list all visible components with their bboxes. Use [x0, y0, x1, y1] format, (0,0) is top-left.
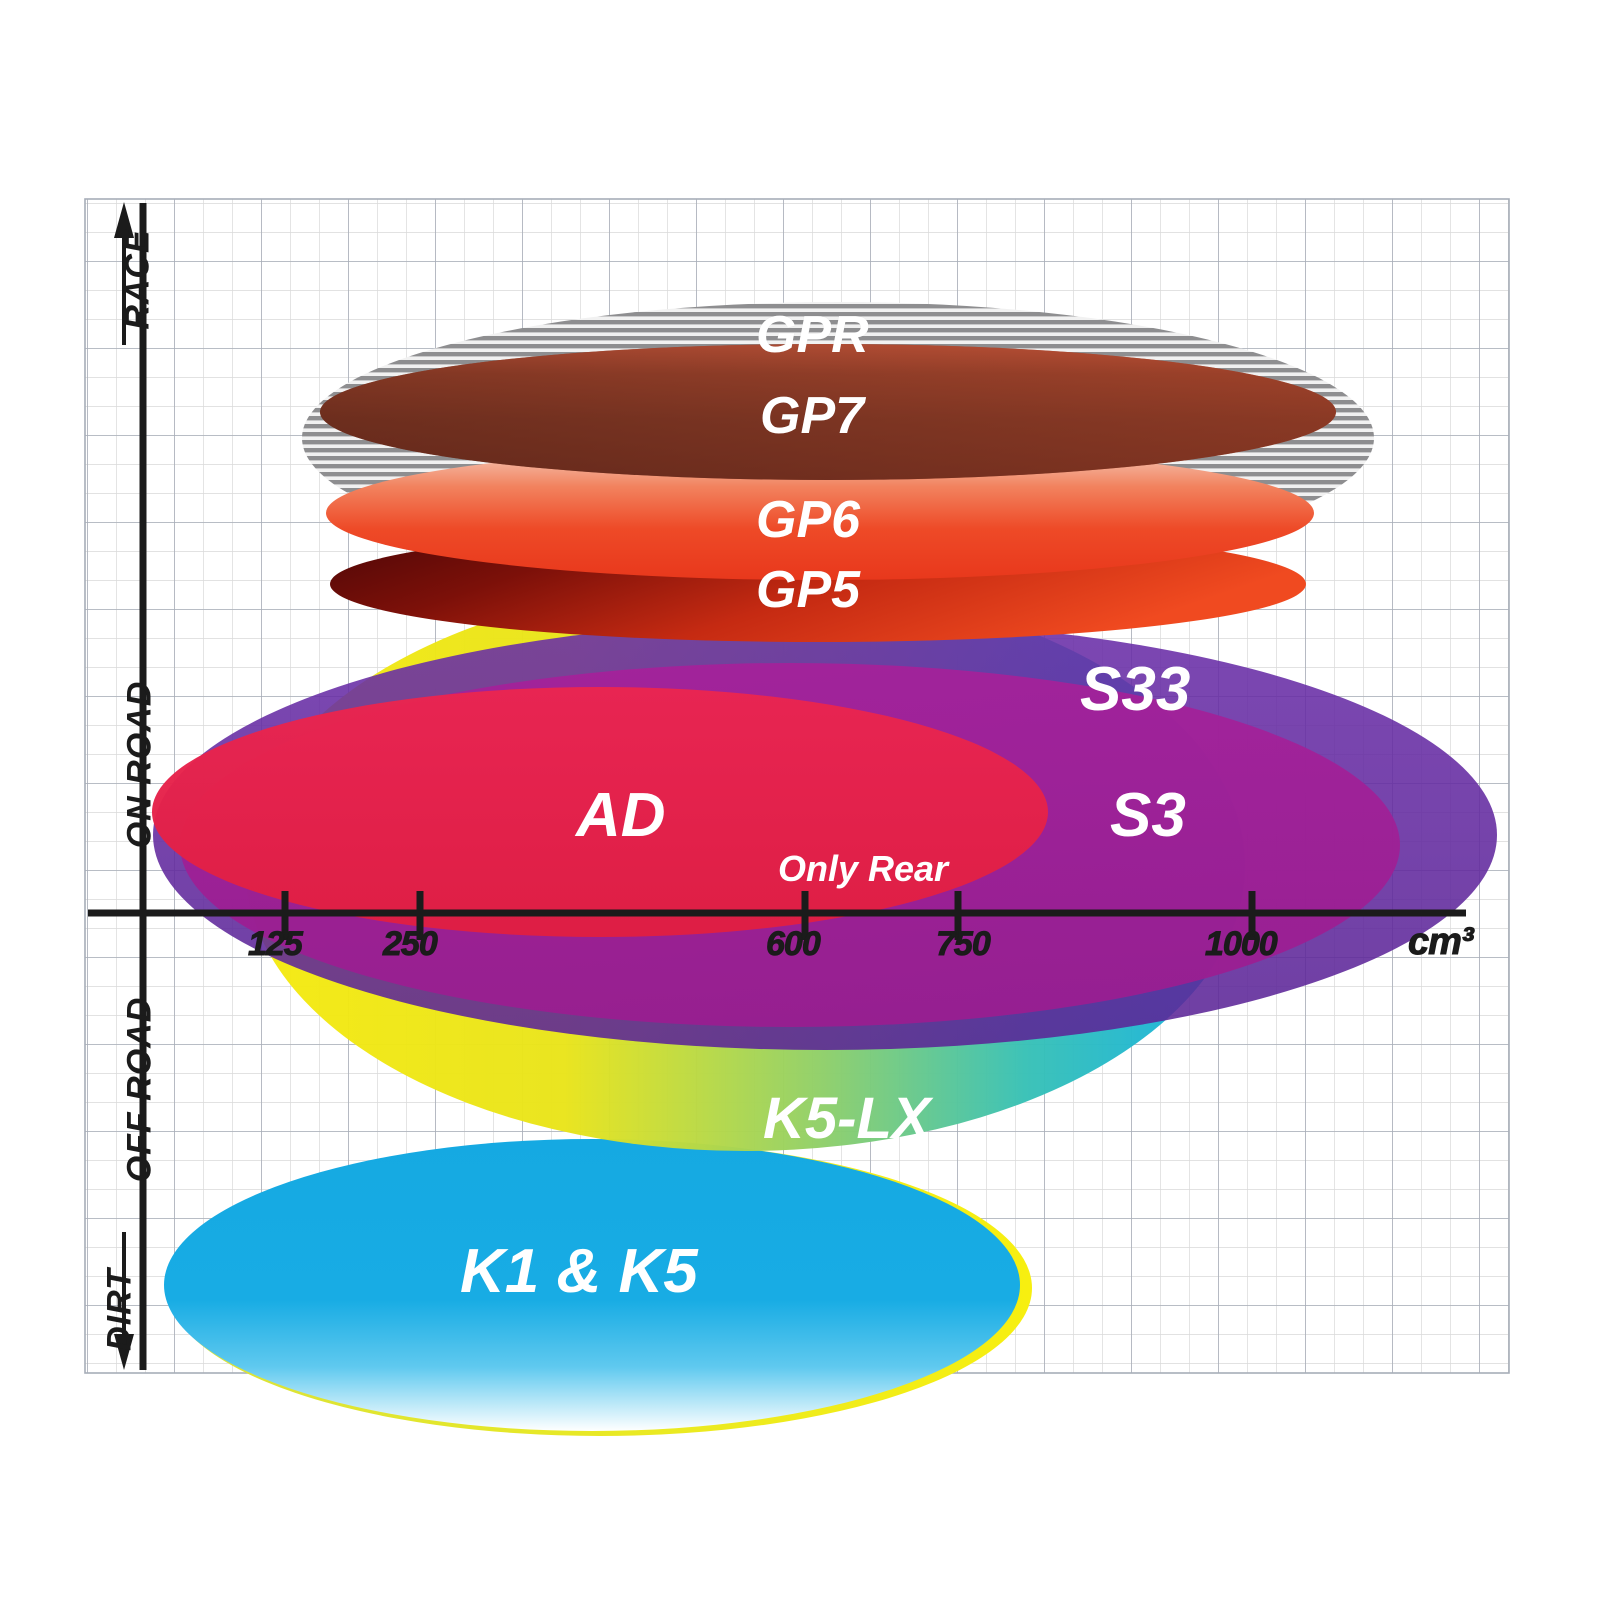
region-k1k5 — [164, 1139, 1032, 1436]
dirt-direction-arrow — [114, 1232, 134, 1370]
region-ad — [152, 687, 1048, 937]
region-shapes — [152, 302, 1497, 1436]
race-direction-arrow — [114, 202, 134, 345]
axes — [88, 202, 1466, 1370]
region-gp7 — [320, 344, 1336, 480]
x-axis-ticks — [281, 891, 1256, 940]
region-gp6 — [326, 446, 1314, 580]
